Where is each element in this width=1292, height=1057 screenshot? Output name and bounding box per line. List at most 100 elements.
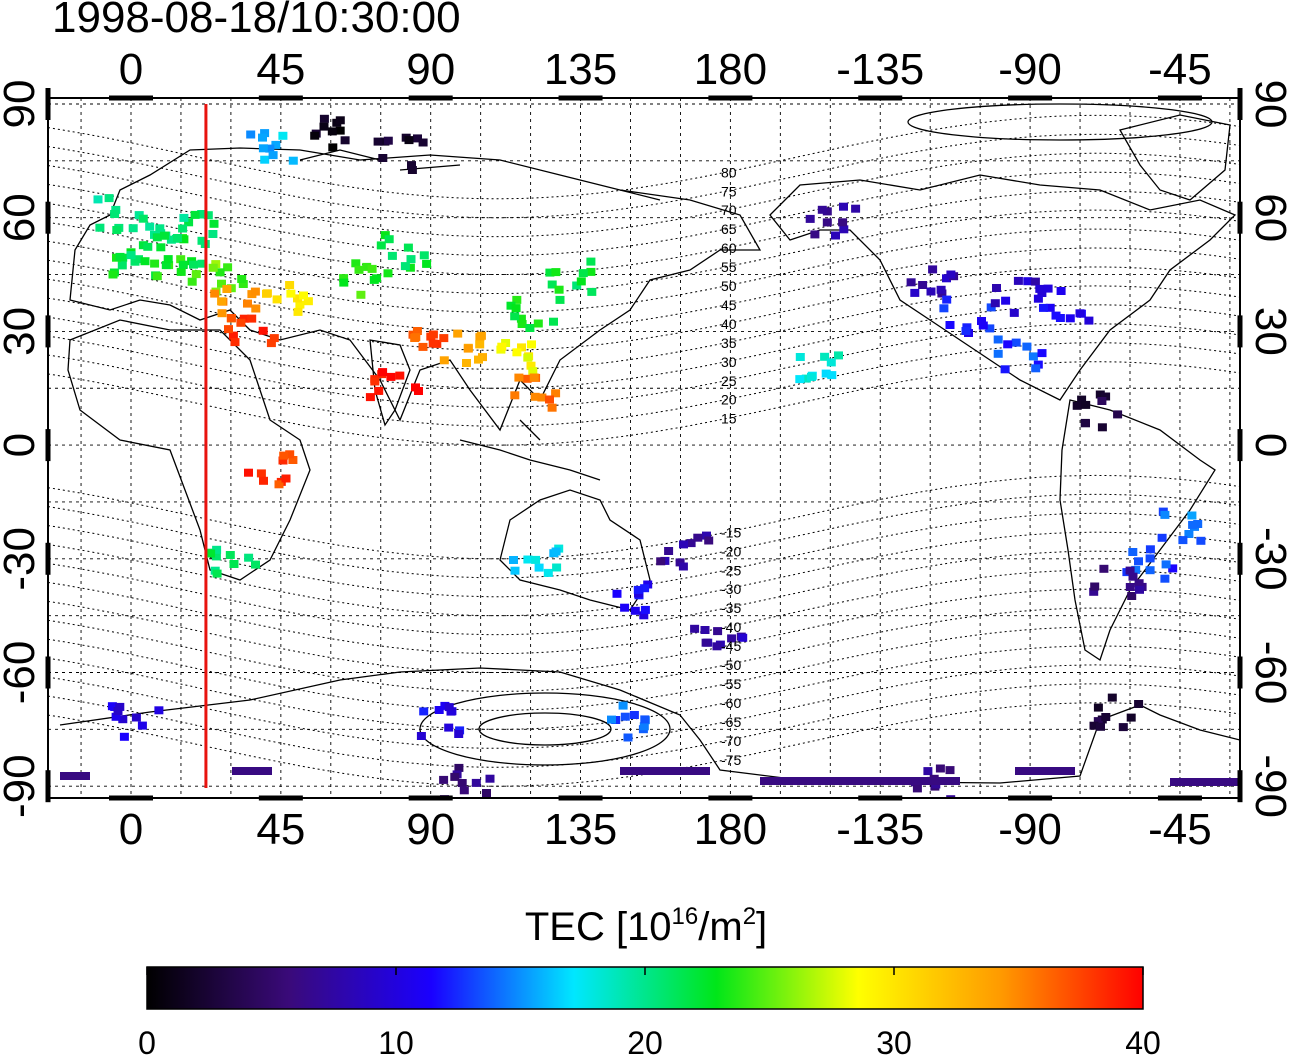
magnetic-latitude-contour xyxy=(48,569,1240,654)
tec-patch xyxy=(236,318,246,327)
tec-patch xyxy=(113,707,123,715)
tec-patch xyxy=(554,285,564,294)
tec-patch xyxy=(552,563,562,572)
tec-patch xyxy=(303,297,313,306)
tec-patch xyxy=(444,703,454,712)
tec-patch xyxy=(1043,284,1053,293)
tec-patch xyxy=(278,456,288,465)
magnetic-latitude-contour xyxy=(48,512,1240,598)
tec-patch xyxy=(104,194,114,203)
tec-patch xyxy=(807,372,816,381)
tec-patch xyxy=(419,251,429,260)
magnetic-latitude-contour xyxy=(48,626,1240,711)
tec-patch xyxy=(447,707,457,716)
tec-patch xyxy=(137,721,147,730)
magnetic-latitude-contour xyxy=(48,133,1240,219)
tec-patch xyxy=(197,236,207,245)
tec-patch xyxy=(510,566,520,575)
tec-patch xyxy=(1096,722,1105,731)
tec-patch xyxy=(327,127,337,136)
tec-patch xyxy=(531,555,541,564)
tec-patch xyxy=(217,297,227,306)
colorbar-ticks: 0 10 20 30 40 xyxy=(138,967,1161,1057)
tec-patch xyxy=(286,289,296,298)
tec-patch xyxy=(675,558,685,567)
tec-patch xyxy=(839,225,849,234)
tec-patch xyxy=(1125,566,1135,575)
tec-patch xyxy=(795,353,805,361)
tec-patch xyxy=(1178,536,1188,545)
indonesia-outline xyxy=(459,419,601,481)
contour-label: 35 xyxy=(721,335,737,351)
tec-patch xyxy=(260,129,270,138)
tec-patch xyxy=(416,732,426,740)
tec-patch xyxy=(351,259,361,268)
tec-patch xyxy=(285,450,295,459)
tec-patch xyxy=(821,369,831,378)
tec-patch xyxy=(230,338,240,347)
colorbar-tick-label: 40 xyxy=(1125,1025,1161,1057)
magnetic-latitude-contour xyxy=(48,323,1240,408)
tec-patch xyxy=(1030,277,1040,286)
tec-patch xyxy=(411,333,421,342)
tec-patch xyxy=(1188,520,1198,529)
tec-patch xyxy=(620,603,630,612)
tec-patch xyxy=(119,732,129,741)
tec-patch xyxy=(112,226,122,234)
contour-label: -55 xyxy=(721,676,741,692)
longitude-labels-bottom: 0 45 90 135 180 -135 -90 -45 xyxy=(119,805,1212,854)
tec-patch xyxy=(1095,390,1105,399)
tec-patch xyxy=(115,702,125,711)
tec-patch xyxy=(497,342,507,351)
tec-patch xyxy=(1000,365,1010,374)
contour-label: 70 xyxy=(721,202,737,218)
tec-patch xyxy=(462,359,471,367)
tec-patch xyxy=(820,352,830,361)
tec-patch xyxy=(217,309,227,318)
contour-label: -25 xyxy=(721,562,741,578)
contour-label: 55 xyxy=(721,259,737,275)
tec-patch xyxy=(1089,721,1099,730)
tec-patch xyxy=(418,138,428,147)
magnetic-latitude-contour xyxy=(48,474,1240,560)
tec-patch xyxy=(444,723,454,732)
tec-patch xyxy=(529,373,539,382)
tec-patch xyxy=(942,295,952,304)
magnetic-latitude-contour xyxy=(48,702,1240,787)
tec-patch xyxy=(578,269,588,278)
tec-patch xyxy=(380,231,390,240)
contour-label: 40 xyxy=(721,316,737,332)
magnetic-latitude-contour xyxy=(48,493,1240,579)
tec-patch xyxy=(978,321,988,330)
tec-patch xyxy=(386,372,396,381)
tec-patch xyxy=(356,290,366,299)
tec-patch xyxy=(184,218,194,227)
magnetic-latitude-contour xyxy=(48,190,1240,275)
tec-patch xyxy=(279,451,289,460)
tec-patch xyxy=(607,715,616,724)
tec-patch xyxy=(1093,703,1103,712)
tec-patch xyxy=(1072,401,1082,410)
tec-patch xyxy=(1161,560,1171,569)
tec-patch xyxy=(620,767,710,775)
tec-patch xyxy=(912,784,922,793)
magnetic-latitude-contour xyxy=(48,664,1240,749)
tec-patch xyxy=(208,263,218,272)
tec-patch xyxy=(374,386,384,395)
tec-patch xyxy=(817,205,827,214)
tec-patch xyxy=(547,280,557,289)
magnetic-latitude-contour xyxy=(48,645,1240,730)
tec-patch xyxy=(383,269,393,278)
tec-patch xyxy=(160,231,169,240)
tec-patch xyxy=(266,339,276,348)
tec-patch xyxy=(1039,303,1048,312)
tec-patch xyxy=(533,319,543,328)
tec-patch xyxy=(152,233,162,242)
tec-patch xyxy=(138,214,148,223)
tec-patch xyxy=(407,166,417,174)
tec-patch xyxy=(586,267,596,276)
tec-patch xyxy=(727,634,737,643)
tec-patch xyxy=(210,289,220,298)
tec-patch xyxy=(474,355,483,364)
tec-patch xyxy=(525,324,535,332)
